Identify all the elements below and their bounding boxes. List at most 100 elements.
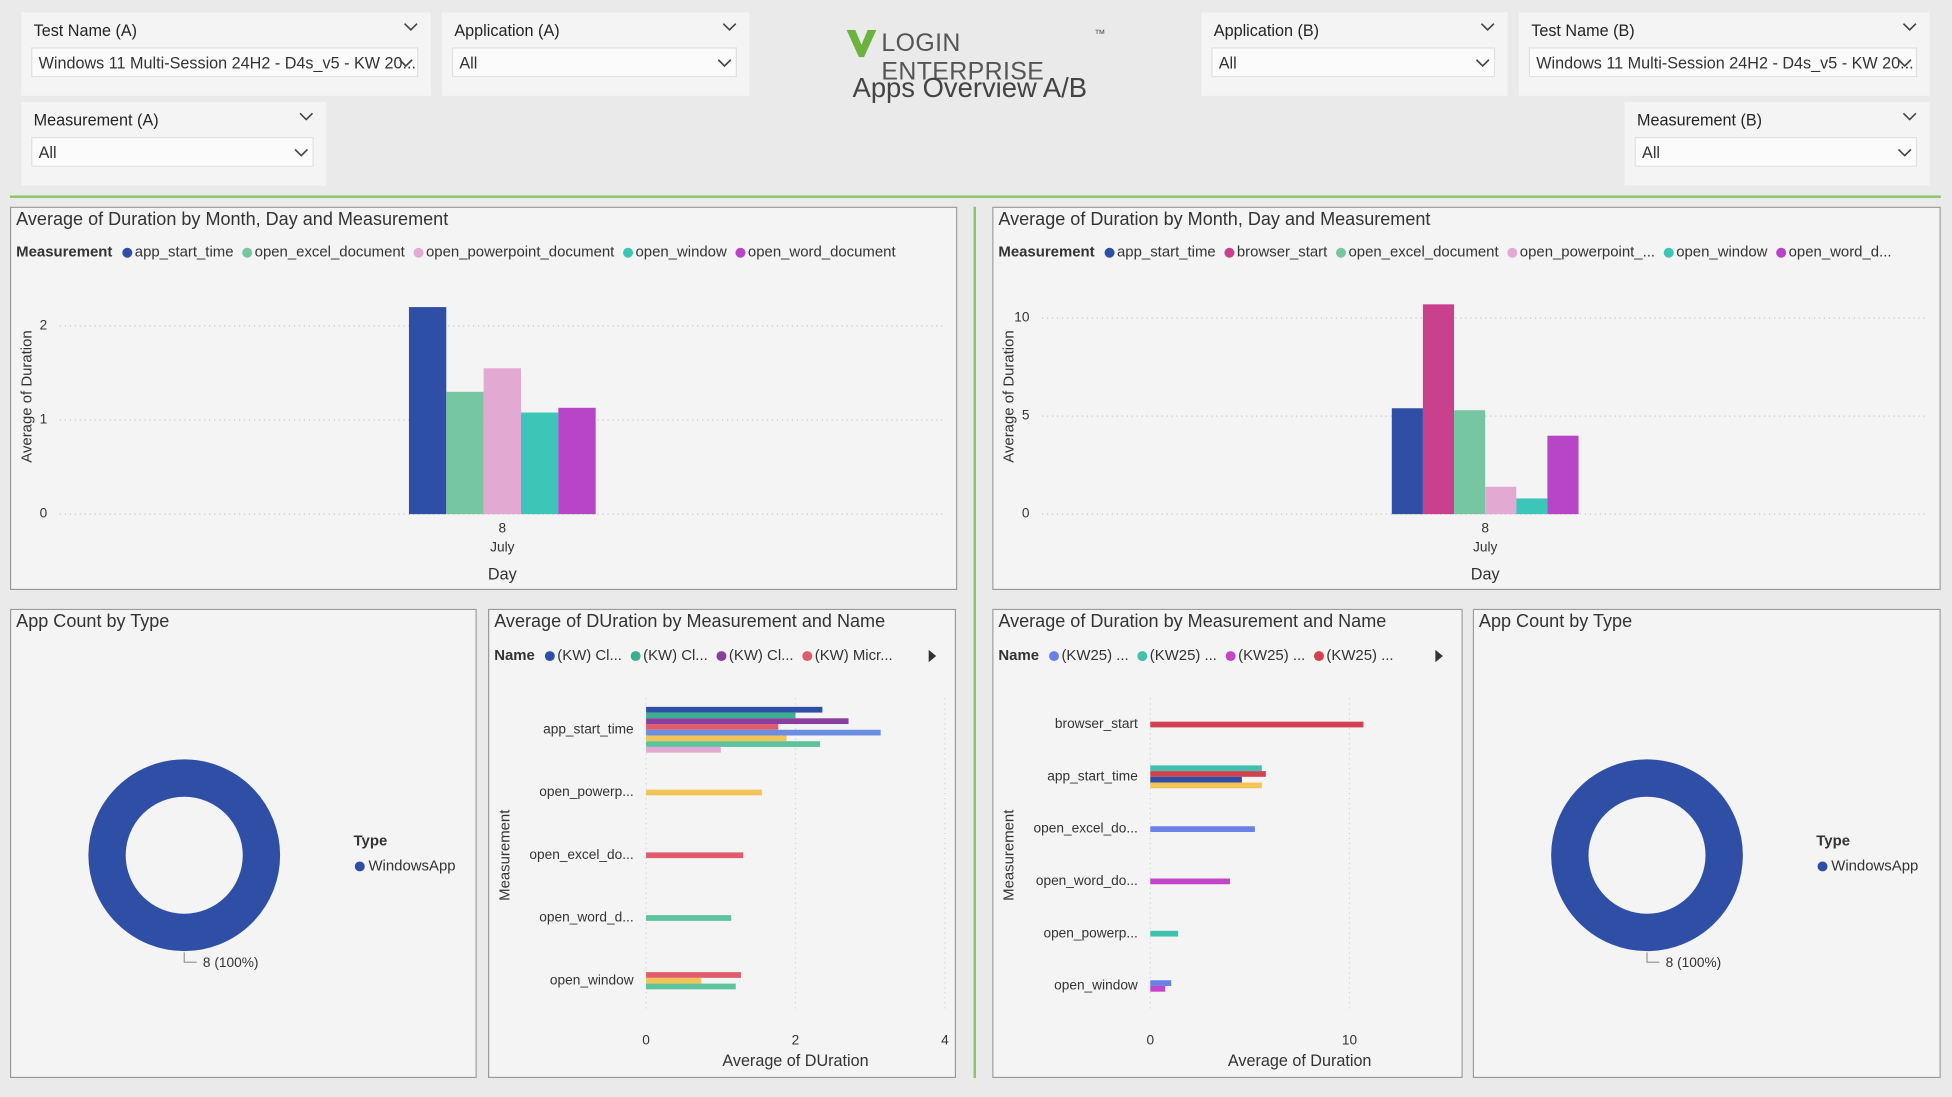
chart-title: Average of DUration by Measurement and N…	[494, 611, 885, 631]
chevron-line	[1897, 148, 1912, 157]
legend-label: app_start_time	[1117, 244, 1216, 261]
filter-card: Application (A) All	[441, 12, 750, 96]
legend-label: open_word_document	[748, 244, 897, 261]
divider	[973, 206, 977, 1079]
filter-label: Application (B)	[1213, 21, 1320, 40]
filter-card: Application (B) All	[1201, 12, 1508, 96]
bar	[1150, 776, 1242, 783]
bar	[646, 983, 736, 990]
legend-label: (KW) Cl...	[557, 647, 622, 664]
legend-label: open_excel_document	[1348, 244, 1499, 261]
legend-label: browser_start	[1237, 244, 1328, 261]
legend-swatch	[802, 651, 813, 662]
bar	[520, 412, 559, 515]
x-tick-label: 0	[1146, 1032, 1154, 1047]
chevron-line	[1902, 112, 1917, 121]
x-tick-group-label: July	[1473, 539, 1497, 554]
chevron-line	[399, 59, 413, 68]
chevron	[1897, 148, 1912, 157]
y-tick-label: open_excel_do...	[529, 847, 633, 862]
chevron-line	[722, 23, 737, 32]
legend-swatch	[1225, 651, 1236, 662]
chevron	[1902, 112, 1917, 121]
legend-swatch	[1137, 651, 1148, 662]
legend-label: WindowsApp	[368, 857, 455, 874]
legend-label: (KW25) ...	[1326, 647, 1393, 664]
legend-title: Type	[1816, 832, 1850, 849]
legend-swatch	[1049, 651, 1059, 662]
y-axis-title: Measurement	[496, 809, 513, 901]
legend-label: WindowsApp	[1831, 857, 1918, 874]
filter-dropdown[interactable]: All	[1211, 47, 1496, 78]
chart-title: Average of Duration by Month, Day and Me…	[16, 209, 448, 229]
y-tick-label: 10	[1014, 310, 1030, 325]
bar	[1150, 721, 1364, 728]
bar	[646, 724, 779, 730]
chevron	[717, 59, 732, 68]
bar	[646, 735, 787, 742]
y-tick-label: open_powerp...	[539, 784, 633, 799]
y-tick-label: open_window	[1054, 978, 1138, 993]
bar	[558, 407, 596, 515]
chart-title: App Count by Type	[16, 611, 169, 631]
chevron	[1902, 23, 1917, 32]
chart-panel: Average of Duration by Measurement and N…	[992, 608, 1463, 1079]
y-tick-label: app_start_time	[543, 721, 634, 736]
chevron-line	[1480, 23, 1495, 32]
legend-label: open_window	[1676, 244, 1767, 261]
chevron	[299, 112, 314, 121]
legend-swatch	[544, 651, 555, 662]
bar	[1150, 782, 1262, 789]
x-tick-label: 2	[792, 1032, 800, 1047]
filter-card: Measurement (A) All	[21, 102, 327, 186]
filter-dropdown[interactable]: All	[451, 47, 737, 78]
legend-swatch	[1663, 247, 1674, 258]
filter-card: Measurement (B) All	[1624, 102, 1930, 186]
y-tick-label: app_start_time	[1047, 768, 1138, 783]
bar	[1150, 878, 1230, 885]
legend-swatch	[1336, 247, 1346, 258]
legend-label: open_powerpoint_...	[1520, 244, 1655, 261]
bar	[1150, 826, 1255, 832]
x-axis-title: Average of Duration	[1228, 1052, 1372, 1070]
y-tick-label: open_word_do...	[1036, 873, 1138, 888]
bar	[1150, 985, 1166, 992]
panel-background	[488, 608, 957, 1079]
bar	[1485, 486, 1517, 515]
bar	[1516, 498, 1548, 515]
legend-swatch	[354, 861, 365, 872]
filter-dropdown[interactable]: All	[31, 136, 314, 167]
bar	[646, 977, 702, 984]
filter-dropdown[interactable]: All	[1634, 136, 1918, 167]
legend-title: Name	[998, 647, 1039, 664]
y-tick-label: 5	[1022, 408, 1030, 423]
chevron-line	[299, 112, 314, 121]
chevron	[722, 23, 737, 32]
legend-label: open_excel_document	[255, 244, 406, 261]
bar	[408, 307, 447, 515]
divider	[9, 195, 1941, 198]
legend-title: Measurement	[998, 244, 1094, 261]
legend-swatch	[242, 247, 253, 258]
legend-label: (KW) Micr...	[815, 647, 893, 664]
bar	[483, 368, 521, 515]
chart-panel: App Count by Type 8 (100%) WindowsApp Type	[9, 608, 477, 1079]
page-title: Apps Overview A/B	[852, 72, 1087, 104]
x-axis-title: Average of DUration	[722, 1052, 868, 1070]
y-tick-label: browser_start	[1055, 716, 1138, 731]
logo-mark	[846, 29, 877, 58]
chevron	[1897, 59, 1912, 68]
bar	[1454, 410, 1486, 515]
filter-dropdown[interactable]: Windows 11 Multi-Session 24H2 - D4s_v5 -…	[1528, 47, 1918, 78]
chart-title: App Count by Type	[1479, 611, 1632, 631]
y-axis-title: Average of Duration	[1001, 330, 1018, 462]
filter-dropdown[interactable]: Windows 11 Multi-Session 24H2 - D4s_v5 -…	[31, 47, 419, 78]
filter-label: Measurement (B)	[1637, 110, 1763, 130]
x-tick-label: 8	[1481, 521, 1489, 536]
bar	[1150, 765, 1262, 772]
filter-label: Test Name (B)	[1531, 21, 1635, 40]
leader-line	[183, 952, 197, 963]
bar	[646, 789, 762, 796]
bar	[646, 915, 732, 921]
x-tick-group-label: July	[490, 539, 514, 554]
